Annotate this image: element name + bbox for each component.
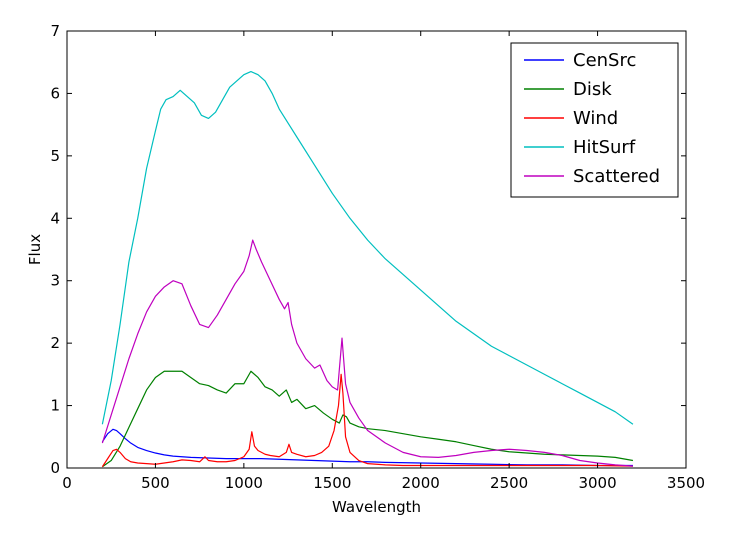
x-axis-label: Wavelength (332, 498, 421, 516)
series-line-wind (101, 373, 633, 468)
x-tick-label: 0 (62, 474, 72, 492)
x-tick-label: 2500 (490, 474, 528, 492)
legend-label-censrc: CenSrc (573, 50, 636, 71)
legend-label-wind: Wind (573, 108, 618, 129)
y-tick-label: 5 (50, 147, 60, 165)
y-tick-label: 6 (50, 84, 60, 102)
y-axis-label: Flux (26, 234, 44, 265)
x-tick-label: 3500 (667, 474, 705, 492)
axes-frame (66, 30, 687, 469)
y-tick-label: 7 (50, 22, 60, 40)
x-tick-label: 3000 (578, 474, 616, 492)
series-line-hitsurf (101, 70, 634, 425)
y-tick-label: 3 (50, 272, 60, 290)
x-tick-label: 1500 (313, 474, 351, 492)
plot-lines (101, 70, 634, 468)
series-line-censrc (101, 428, 633, 467)
legend-box (510, 42, 679, 198)
series-line-scattered (101, 239, 633, 467)
legend-label-scattered: Scattered (573, 166, 660, 187)
series-line-disk (102, 370, 634, 468)
y-tick-label: 4 (50, 209, 60, 227)
legend-label-hitsurf: HitSurf (573, 137, 636, 158)
x-tick-label: 2000 (402, 474, 440, 492)
y-tick-label: 0 (50, 459, 60, 477)
legend-label-disk: Disk (573, 79, 612, 100)
y-tick-label: 2 (50, 334, 60, 352)
x-tick-label: 1000 (225, 474, 263, 492)
ticks: 0 500 1000 1500 2000 2500 3000 3500 0 1 2 3 4 5 6 7 (50, 22, 705, 492)
plot-area-border (66, 30, 687, 469)
y-tick-label: 1 (50, 397, 60, 415)
x-tick-label: 500 (141, 474, 170, 492)
legend: CenSrc Disk Wind HitSurf Scattered (510, 42, 679, 198)
